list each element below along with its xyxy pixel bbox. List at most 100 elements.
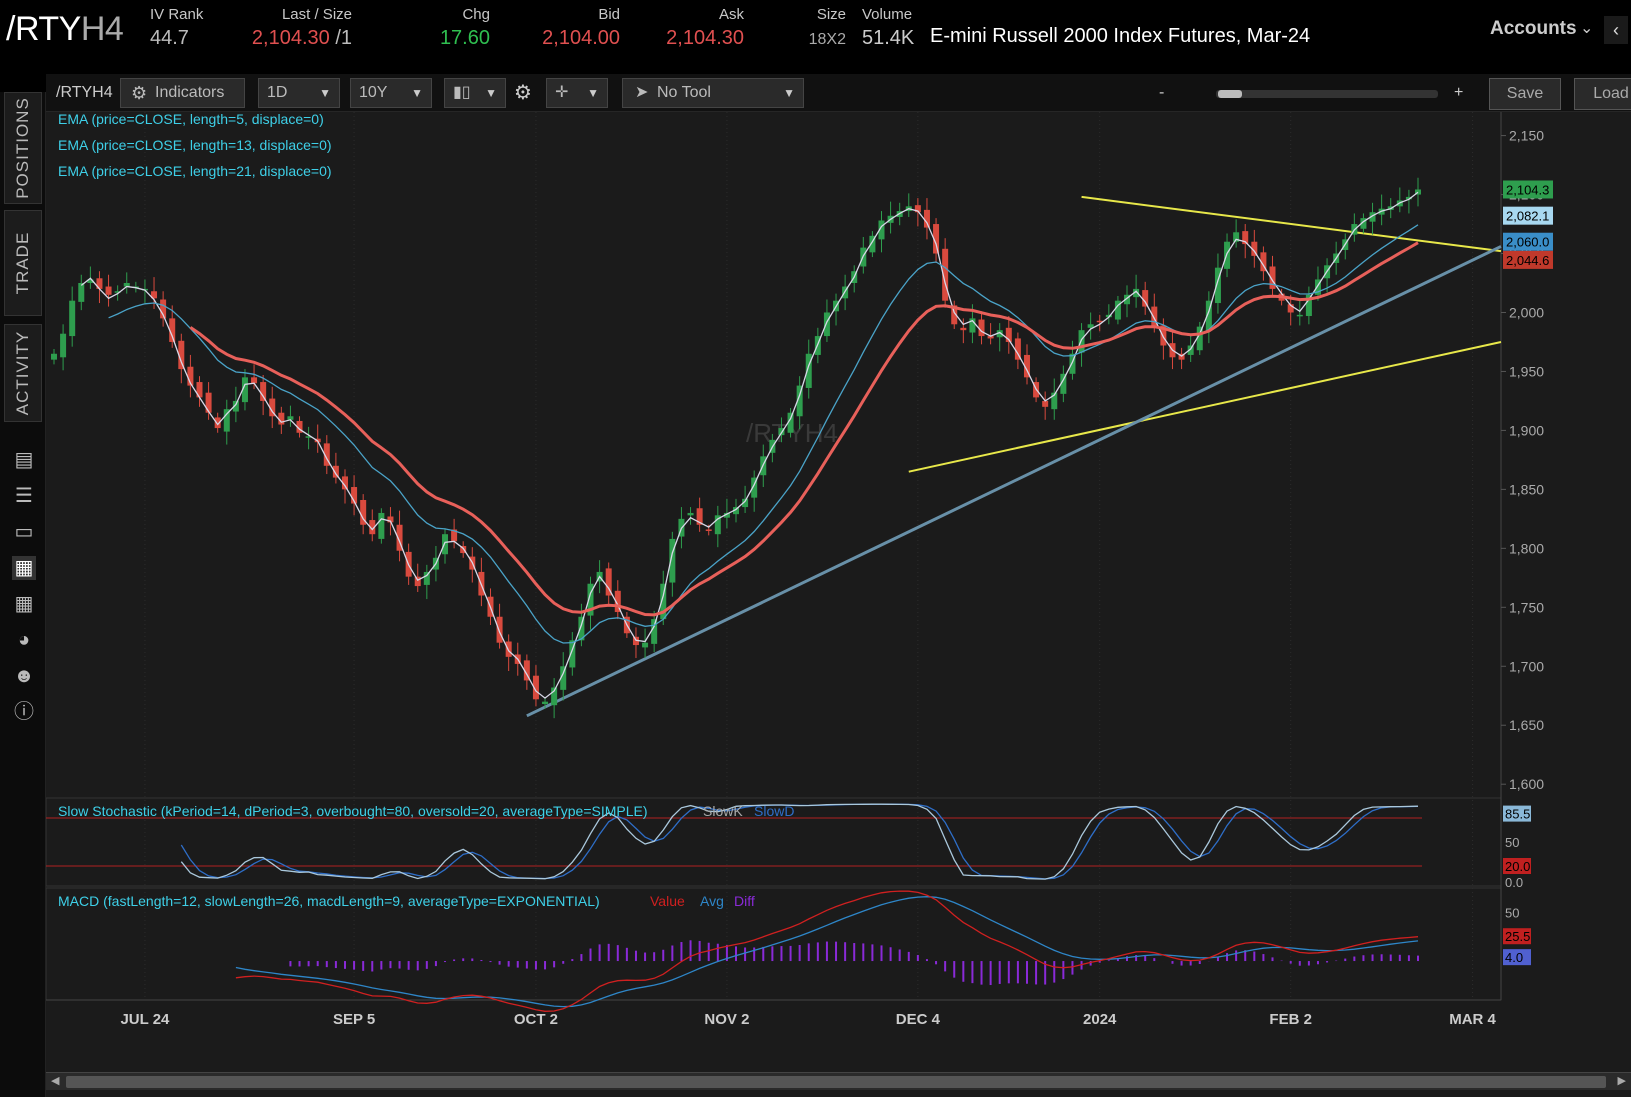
candle-body	[78, 283, 85, 302]
macd-value-line	[235, 890, 1419, 1012]
zoom-slider-thumb[interactable]	[1218, 90, 1242, 98]
macd-title: MACD (fastLength=12, slowLength=26, macd…	[58, 893, 600, 909]
candle-body	[151, 291, 158, 299]
candle-body	[223, 409, 230, 432]
horizontal-scrollbar[interactable]: ◀ ▶	[46, 1072, 1631, 1090]
grid-icon[interactable]: ▦	[14, 593, 34, 615]
price-badge-label: 2,104.3	[1506, 182, 1549, 197]
price-badge-label: 2,060.0	[1506, 235, 1549, 250]
monitor-icon[interactable]: ▤	[14, 449, 34, 471]
study-label-ema: EMA (price=CLOSE, length=13, displace=0)	[58, 137, 332, 153]
candle-body	[1369, 212, 1376, 222]
candle-body	[214, 417, 221, 429]
legend-slowd: SlowD	[754, 803, 794, 819]
legend-macd-value: Value	[650, 893, 685, 909]
price-badge-label: 2,082.1	[1506, 209, 1549, 224]
macd-y-label: 4.0	[1505, 950, 1523, 965]
zoom-slider-track[interactable]	[1216, 90, 1438, 98]
legend-slowk: SlowK	[703, 803, 743, 819]
chart-type-select[interactable]: ▮▯ ▼	[444, 78, 506, 108]
candle-body	[360, 499, 367, 525]
macd-badge	[1503, 928, 1531, 945]
drawing-style-select[interactable]: ✛ ▼	[546, 78, 608, 108]
load-button[interactable]: Load	[1574, 78, 1631, 110]
scroll-right-icon[interactable]: ▶	[1617, 1075, 1626, 1087]
candle-body	[1187, 345, 1194, 355]
tv-icon[interactable]: ▭	[14, 521, 34, 543]
candle-body	[241, 377, 248, 403]
candle-body	[778, 428, 785, 436]
chart-canvas[interactable]: JUL 24 SEP 5 OCT 2 NOV 2 DEC 4 2024 FEB 2 MAR 4…	[46, 112, 1631, 1072]
left-sidebar: POSITIONS TRADE ACTIVITY ▤ ☰ ▭ ▦ ▦ ◕ ☻ ⓘ	[0, 92, 46, 1097]
candle-body	[269, 398, 276, 417]
candle-body	[605, 568, 612, 596]
ema5-line	[80, 191, 1419, 699]
change: Chg 17.60	[439, 6, 490, 49]
bid[interactable]: Bid 2,104.00	[542, 6, 620, 49]
chart-icon[interactable]: ▦	[12, 556, 36, 580]
candle-body	[369, 520, 376, 535]
candle-body	[578, 616, 585, 641]
symbol-title[interactable]: /RTYH4	[6, 10, 124, 48]
accounts-menu[interactable]: Accounts	[1490, 18, 1577, 39]
list-icon[interactable]: ☰	[15, 485, 33, 507]
candle-body	[1205, 300, 1212, 331]
tab-activity[interactable]: ACTIVITY	[4, 324, 42, 422]
settings-gear-icon[interactable]: ⚙	[514, 82, 532, 104]
ask[interactable]: Ask 2,104.30	[666, 6, 744, 49]
x-tick-label: 2024	[1083, 1011, 1117, 1028]
candle-body	[496, 616, 503, 643]
candle-body	[923, 209, 930, 228]
candle-body	[1051, 392, 1058, 410]
y-tick-label: 1,800	[1509, 540, 1544, 556]
chart-area[interactable]: JUL 24 SEP 5 OCT 2 NOV 2 DEC 4 2024 FEB 2 MAR 4…	[46, 112, 1631, 1097]
candle-body	[1160, 325, 1167, 346]
stochastic-y-label: 50	[1505, 835, 1519, 850]
study-label-ema: EMA (price=CLOSE, length=5, displace=0)	[58, 112, 324, 127]
zoom-in-button[interactable]: +	[1454, 84, 1464, 101]
candle-body	[660, 583, 667, 620]
candle-body	[332, 465, 339, 478]
candle-body	[87, 279, 94, 283]
candle-body	[196, 382, 203, 398]
candle-body	[951, 305, 958, 325]
tab-trade[interactable]: TRADE	[4, 210, 42, 316]
stochastic-y-label: 85.5	[1505, 807, 1530, 822]
y-tick-label: 1,700	[1509, 658, 1544, 674]
candle-body	[933, 224, 940, 254]
gauge-icon[interactable]: ◕	[17, 629, 31, 651]
chevron-down-icon: ▼	[319, 86, 331, 100]
candle-body	[451, 529, 458, 542]
scroll-left-icon[interactable]: ◀	[51, 1075, 60, 1087]
candle-body	[1105, 314, 1112, 318]
candle-body	[714, 515, 721, 535]
people-icon[interactable]: ☻	[13, 665, 35, 687]
stochastic-badge	[1503, 805, 1531, 822]
tab-positions[interactable]: POSITIONS	[4, 92, 42, 204]
timeframe-select[interactable]: 10Y ▼	[350, 78, 432, 108]
chevron-down-icon: ▼	[587, 86, 599, 100]
indicators-button[interactable]: ⚙ Indicators	[120, 78, 245, 108]
price-badge	[1503, 180, 1553, 199]
scrollbar-thumb[interactable]	[66, 1076, 1606, 1088]
candle-body	[1096, 320, 1103, 323]
x-tick-label: JUL 24	[120, 1011, 170, 1028]
zoom-out-button[interactable]: -	[1159, 84, 1165, 101]
save-button[interactable]: Save	[1489, 78, 1561, 110]
candle-body	[414, 576, 421, 587]
candle-body	[696, 508, 703, 525]
candle-body	[1260, 252, 1267, 272]
chevron-down-icon[interactable]: ⌄	[1580, 20, 1594, 37]
candle-body	[323, 443, 330, 466]
aggregation-select[interactable]: 1D ▼	[258, 78, 340, 108]
crosshair-icon: ✛	[555, 84, 569, 101]
chart-symbol[interactable]: /RTYH4	[56, 84, 113, 101]
candle-body	[1305, 294, 1312, 317]
drawing-tool-select[interactable]: ➤ No Tool ▼	[622, 78, 804, 108]
help-icon[interactable]: ⓘ	[14, 701, 34, 723]
candle-body	[869, 235, 876, 253]
candle-body	[1233, 232, 1240, 242]
candle-body	[1078, 330, 1085, 353]
candle-body	[1251, 241, 1258, 256]
collapse-icon[interactable]: ‹	[1604, 16, 1628, 44]
